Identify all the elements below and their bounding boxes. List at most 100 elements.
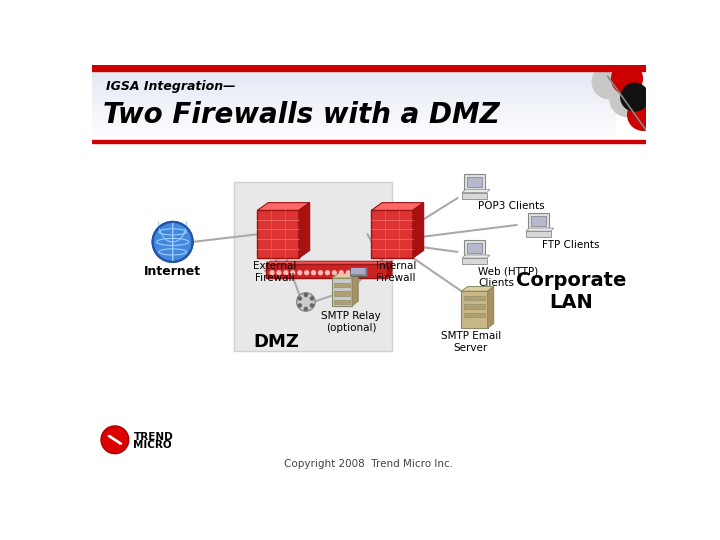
Polygon shape bbox=[332, 273, 359, 278]
Bar bbox=[92, 120, 616, 121]
Text: Internet: Internet bbox=[144, 265, 201, 278]
Circle shape bbox=[153, 222, 193, 262]
Bar bbox=[92, 118, 616, 119]
FancyBboxPatch shape bbox=[462, 291, 487, 328]
Polygon shape bbox=[352, 273, 359, 306]
FancyBboxPatch shape bbox=[334, 283, 350, 287]
FancyBboxPatch shape bbox=[350, 267, 366, 276]
Bar bbox=[92, 68, 616, 69]
Bar bbox=[92, 127, 616, 128]
Bar bbox=[92, 128, 616, 129]
FancyBboxPatch shape bbox=[462, 258, 487, 264]
Bar bbox=[92, 133, 616, 134]
Bar bbox=[92, 108, 616, 109]
FancyBboxPatch shape bbox=[257, 211, 299, 258]
Text: Internal
Firewall: Internal Firewall bbox=[376, 261, 416, 283]
Bar bbox=[92, 113, 616, 114]
Text: IGSA Integration—: IGSA Integration— bbox=[106, 80, 235, 93]
Circle shape bbox=[610, 83, 644, 117]
Bar bbox=[92, 69, 616, 70]
Circle shape bbox=[593, 65, 626, 99]
Circle shape bbox=[284, 271, 288, 275]
Circle shape bbox=[339, 271, 343, 275]
Polygon shape bbox=[372, 202, 423, 211]
Bar bbox=[92, 89, 616, 90]
Bar bbox=[92, 122, 616, 123]
FancyBboxPatch shape bbox=[334, 291, 350, 296]
Text: Corporate
LAN: Corporate LAN bbox=[516, 272, 626, 313]
Bar bbox=[92, 109, 616, 110]
Circle shape bbox=[354, 271, 357, 275]
Bar bbox=[92, 75, 616, 76]
Polygon shape bbox=[387, 261, 392, 278]
Circle shape bbox=[298, 297, 302, 300]
Circle shape bbox=[310, 304, 313, 307]
Bar bbox=[92, 73, 616, 74]
Bar bbox=[92, 130, 616, 131]
Bar bbox=[92, 95, 616, 96]
Text: MICRO: MICRO bbox=[133, 440, 172, 450]
Bar bbox=[92, 101, 616, 102]
Bar bbox=[92, 111, 616, 112]
Bar bbox=[92, 67, 616, 68]
FancyBboxPatch shape bbox=[464, 304, 485, 309]
Bar bbox=[92, 98, 616, 99]
Circle shape bbox=[312, 271, 315, 275]
Polygon shape bbox=[462, 287, 494, 291]
Bar bbox=[92, 72, 616, 73]
Bar bbox=[92, 112, 616, 113]
Bar bbox=[92, 97, 616, 98]
Polygon shape bbox=[462, 255, 490, 258]
Bar bbox=[92, 84, 616, 85]
Bar bbox=[92, 117, 616, 118]
Circle shape bbox=[346, 271, 350, 275]
Bar bbox=[92, 135, 616, 136]
Bar bbox=[92, 126, 616, 127]
Circle shape bbox=[305, 271, 309, 275]
Bar bbox=[92, 110, 616, 111]
Bar bbox=[92, 102, 616, 103]
FancyBboxPatch shape bbox=[464, 174, 485, 191]
Bar bbox=[92, 71, 616, 72]
Bar bbox=[92, 123, 616, 124]
Bar bbox=[92, 103, 616, 104]
Bar bbox=[92, 90, 616, 91]
Bar bbox=[92, 93, 616, 94]
Bar bbox=[92, 78, 616, 79]
FancyBboxPatch shape bbox=[351, 268, 365, 274]
Bar bbox=[92, 140, 616, 141]
Bar bbox=[92, 76, 616, 77]
Circle shape bbox=[325, 271, 329, 275]
Polygon shape bbox=[462, 190, 490, 193]
Bar bbox=[92, 106, 616, 107]
Text: FTP Clients: FTP Clients bbox=[542, 240, 600, 249]
FancyBboxPatch shape bbox=[372, 211, 413, 258]
Bar bbox=[92, 70, 616, 71]
Bar bbox=[92, 82, 616, 83]
Bar bbox=[92, 132, 616, 133]
FancyBboxPatch shape bbox=[462, 193, 487, 199]
Text: POP3 Clients: POP3 Clients bbox=[478, 201, 545, 211]
Circle shape bbox=[333, 271, 336, 275]
Bar bbox=[92, 88, 616, 89]
Bar bbox=[92, 83, 616, 84]
Bar bbox=[92, 141, 616, 142]
FancyBboxPatch shape bbox=[467, 177, 482, 187]
Bar bbox=[92, 100, 616, 101]
Bar bbox=[92, 85, 616, 86]
FancyBboxPatch shape bbox=[526, 231, 551, 237]
Bar bbox=[92, 124, 616, 125]
Bar bbox=[92, 81, 616, 82]
FancyBboxPatch shape bbox=[464, 296, 485, 300]
Bar bbox=[92, 104, 616, 105]
Bar bbox=[92, 65, 616, 66]
FancyBboxPatch shape bbox=[334, 300, 350, 304]
Bar bbox=[92, 121, 616, 122]
Bar bbox=[92, 140, 647, 143]
Bar bbox=[92, 77, 616, 78]
Bar bbox=[92, 115, 616, 116]
Circle shape bbox=[298, 271, 302, 275]
Circle shape bbox=[297, 293, 315, 311]
Bar bbox=[92, 114, 616, 115]
Bar bbox=[92, 116, 616, 117]
